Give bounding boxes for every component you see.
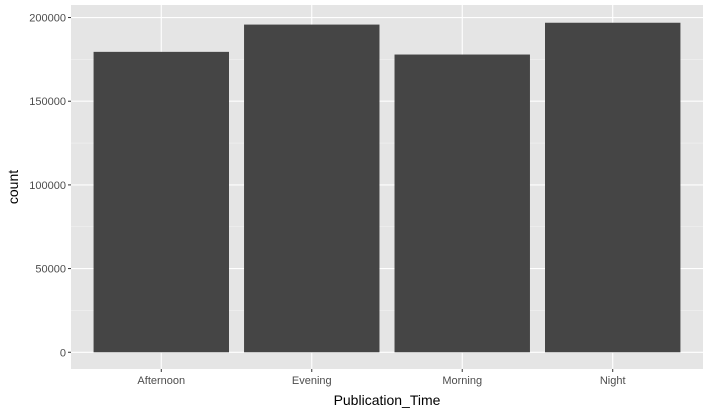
bars [93,22,681,353]
x-axis-title: Publication_Time [334,392,441,408]
y-tick-label: 200000 [29,13,66,25]
x-axis: Afternoon Evening Morning Night [137,369,626,387]
y-tick-label: 150000 [29,96,66,108]
y-tick-label: 100000 [29,180,66,192]
y-tick-label: 0 [60,347,66,359]
bar-afternoon [93,51,229,353]
y-tick-label: 50000 [35,264,66,276]
x-tick-label: Night [600,375,626,387]
x-tick-label: Evening [292,375,332,387]
bar-evening [244,24,380,353]
x-tick-label: Morning [442,375,482,387]
bar-night [545,22,681,353]
bar-morning [394,54,530,353]
y-axis: 0 50000 100000 150000 200000 [29,13,71,359]
x-tick-label: Afternoon [137,375,185,387]
y-axis-title: count [5,170,21,204]
